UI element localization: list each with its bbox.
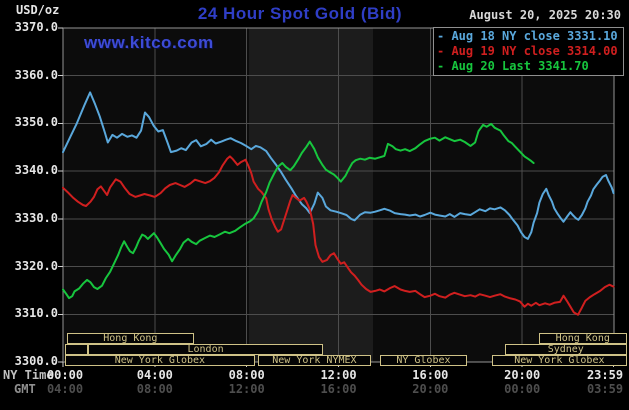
x-tick-label: 03:59 — [586, 382, 624, 396]
x-tick-label: 20:00 — [412, 382, 449, 396]
y-tick-label: 3310.0 — [14, 306, 58, 321]
y-tick-label: 3370.0 — [14, 20, 58, 34]
session-box-new-york-globex: New York Globex — [492, 355, 627, 366]
unit-label: USD/oz — [16, 3, 60, 17]
x-tick-label: 04:00 — [46, 382, 84, 396]
price-line-2 — [62, 122, 535, 300]
x-tick-label: 08:00 — [228, 368, 265, 382]
session-box-ny-globex: NY Globex — [379, 355, 468, 366]
x-axis-row-label-gmt: GMT — [14, 382, 36, 396]
y-tick-label: 3340.0 — [14, 163, 58, 178]
chart-timestamp: August 20, 2025 20:30 — [469, 8, 621, 22]
y-tick-label: 3350.0 — [14, 115, 58, 130]
x-tick-label: 16:00 — [320, 382, 357, 396]
session-box-sydney: Sydney — [504, 344, 627, 355]
x-tick-label: 12:00 — [320, 368, 357, 382]
legend-entry-1: - Aug 19 NY close 3314.00 — [437, 44, 618, 58]
y-tick-label: 3330.0 — [14, 210, 58, 225]
x-tick-label: 04:00 — [136, 368, 173, 382]
x-tick-label: 00:00 — [504, 382, 541, 396]
x-tick-label: 20:00 — [504, 368, 541, 382]
session-box-hong-kong: Hong Kong — [66, 333, 194, 344]
session-box-new-york-globex: New York Globex — [64, 355, 255, 366]
nymex-session-band — [248, 28, 373, 362]
session-box-new-york-nymex: New York NYMEX — [257, 355, 371, 366]
x-tick-label: 23:59 — [586, 368, 624, 382]
price-line-0 — [62, 91, 615, 240]
x-axis-row-label-ny-time: NY Time — [3, 368, 54, 382]
legend-entry-2: - Aug 20 Last 3341.70 — [437, 59, 589, 73]
x-tick-label: 08:00 — [136, 382, 173, 396]
x-tick-label: 12:00 — [228, 382, 265, 396]
y-tick-label: 3320.0 — [14, 258, 58, 273]
price-line-1 — [62, 155, 615, 316]
y-tick-label: 3360.0 — [14, 67, 58, 82]
session-box-hong-kong: Hong Kong — [538, 333, 627, 344]
legend-box: - Aug 18 NY close 3331.10- Aug 19 NY clo… — [433, 27, 624, 76]
legend-entry-0: - Aug 18 NY close 3331.10 — [437, 29, 618, 43]
session-box-unlabeled — [64, 344, 89, 355]
chart-title: 24 Hour Spot Gold (Bid) — [197, 4, 403, 23]
session-box-london: London — [88, 344, 323, 355]
x-tick-label: 00:00 — [46, 368, 84, 382]
x-tick-label: 16:00 — [412, 368, 449, 382]
y-tick-label: 3300.0 — [14, 354, 58, 368]
kitco-watermark-link[interactable]: www.kitco.com — [84, 33, 214, 52]
